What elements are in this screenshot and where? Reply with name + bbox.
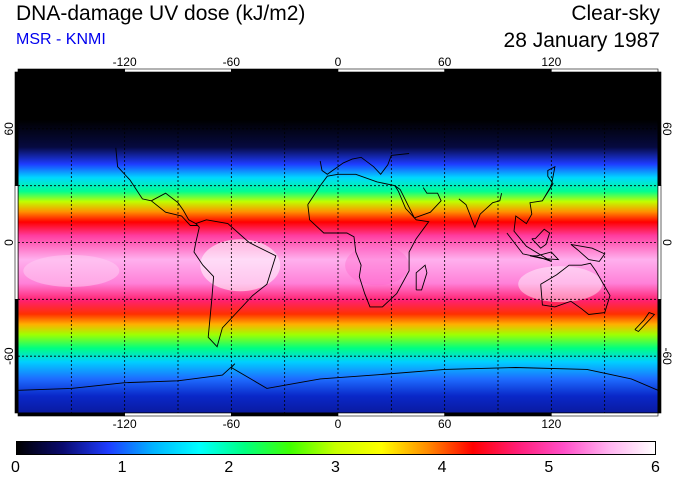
lon-tick-bottom: -120 [113, 417, 137, 431]
frame-bar-top [337, 68, 445, 73]
lon-tick-top: -60 [223, 55, 241, 69]
colorbar-label: 6 [651, 459, 660, 476]
lat-tick-right: 0 [660, 239, 674, 246]
lon-tick-top: -120 [113, 55, 137, 69]
frame-bar-top [551, 68, 659, 73]
coastline-north-america [115, 147, 152, 202]
lat-tick-left: 0 [2, 239, 16, 246]
lon-tick-top: 120 [541, 55, 561, 69]
map-date: 28 January 1987 [503, 29, 660, 52]
lat-tick-right: -60 [660, 347, 674, 365]
frame-bar-bottom [337, 412, 445, 417]
uv-high-south-america [200, 239, 281, 292]
lon-tick-bottom: 60 [438, 417, 452, 431]
colorbar-label: 0 [11, 459, 20, 476]
map-subtitle: MSR - KNMI [16, 31, 106, 48]
coastline-madagascar [415, 264, 428, 291]
lon-tick-top: 60 [438, 55, 452, 69]
coastline-europe [319, 153, 410, 176]
frame-bar-top [124, 68, 232, 73]
lon-tick-bottom: 0 [335, 417, 342, 431]
coastline-south-america [193, 219, 277, 348]
frame-bar-left [14, 299, 19, 414]
map-title: DNA-damage UV dose (kJ/m2) [16, 2, 306, 25]
lat-tick-right: 60 [660, 122, 674, 136]
lat-tick-left: -60 [2, 347, 16, 365]
colorbar-label: 1 [117, 459, 127, 476]
coastline-borneo [531, 228, 551, 249]
frame-bar-top [231, 68, 339, 73]
coastline-arabia [394, 185, 442, 219]
colorbar-label: 4 [437, 459, 447, 476]
coastline-australia [540, 262, 611, 315]
uv-high-australia [518, 266, 603, 303]
lon-tick-bottom: -60 [223, 417, 241, 431]
frame-bar-bottom [444, 412, 552, 417]
frame-bar-bottom [231, 412, 339, 417]
coastline-africa [307, 173, 430, 308]
sky-condition: Clear-sky [571, 2, 660, 25]
coastline-new-zealand [634, 312, 656, 333]
frame-bar-right [657, 299, 662, 414]
coastline-india [458, 193, 503, 229]
coastline-central-america [151, 192, 199, 226]
coastline-southeast-asia [506, 165, 556, 262]
coastline-antarctica [17, 363, 659, 391]
lon-tick-bottom: 120 [541, 417, 561, 431]
uv-africa-variation [345, 245, 410, 286]
colorbar-label: 2 [224, 459, 234, 476]
colorbar-label: 5 [544, 459, 554, 476]
colorbar [16, 441, 656, 455]
coastline-indonesia [529, 251, 560, 261]
lat-tick-left: 60 [2, 122, 16, 136]
frame-bar-bottom [124, 412, 232, 417]
frame-bar-bottom [551, 412, 659, 417]
lon-tick-top: 0 [335, 55, 342, 69]
uv-high-pacific [23, 254, 120, 287]
frame-bar-top [17, 68, 125, 73]
frame-bar-bottom [17, 412, 125, 417]
frame-bar-top [444, 68, 552, 73]
colorbar-label: 3 [331, 459, 340, 476]
coastline-new-guinea [570, 243, 606, 262]
